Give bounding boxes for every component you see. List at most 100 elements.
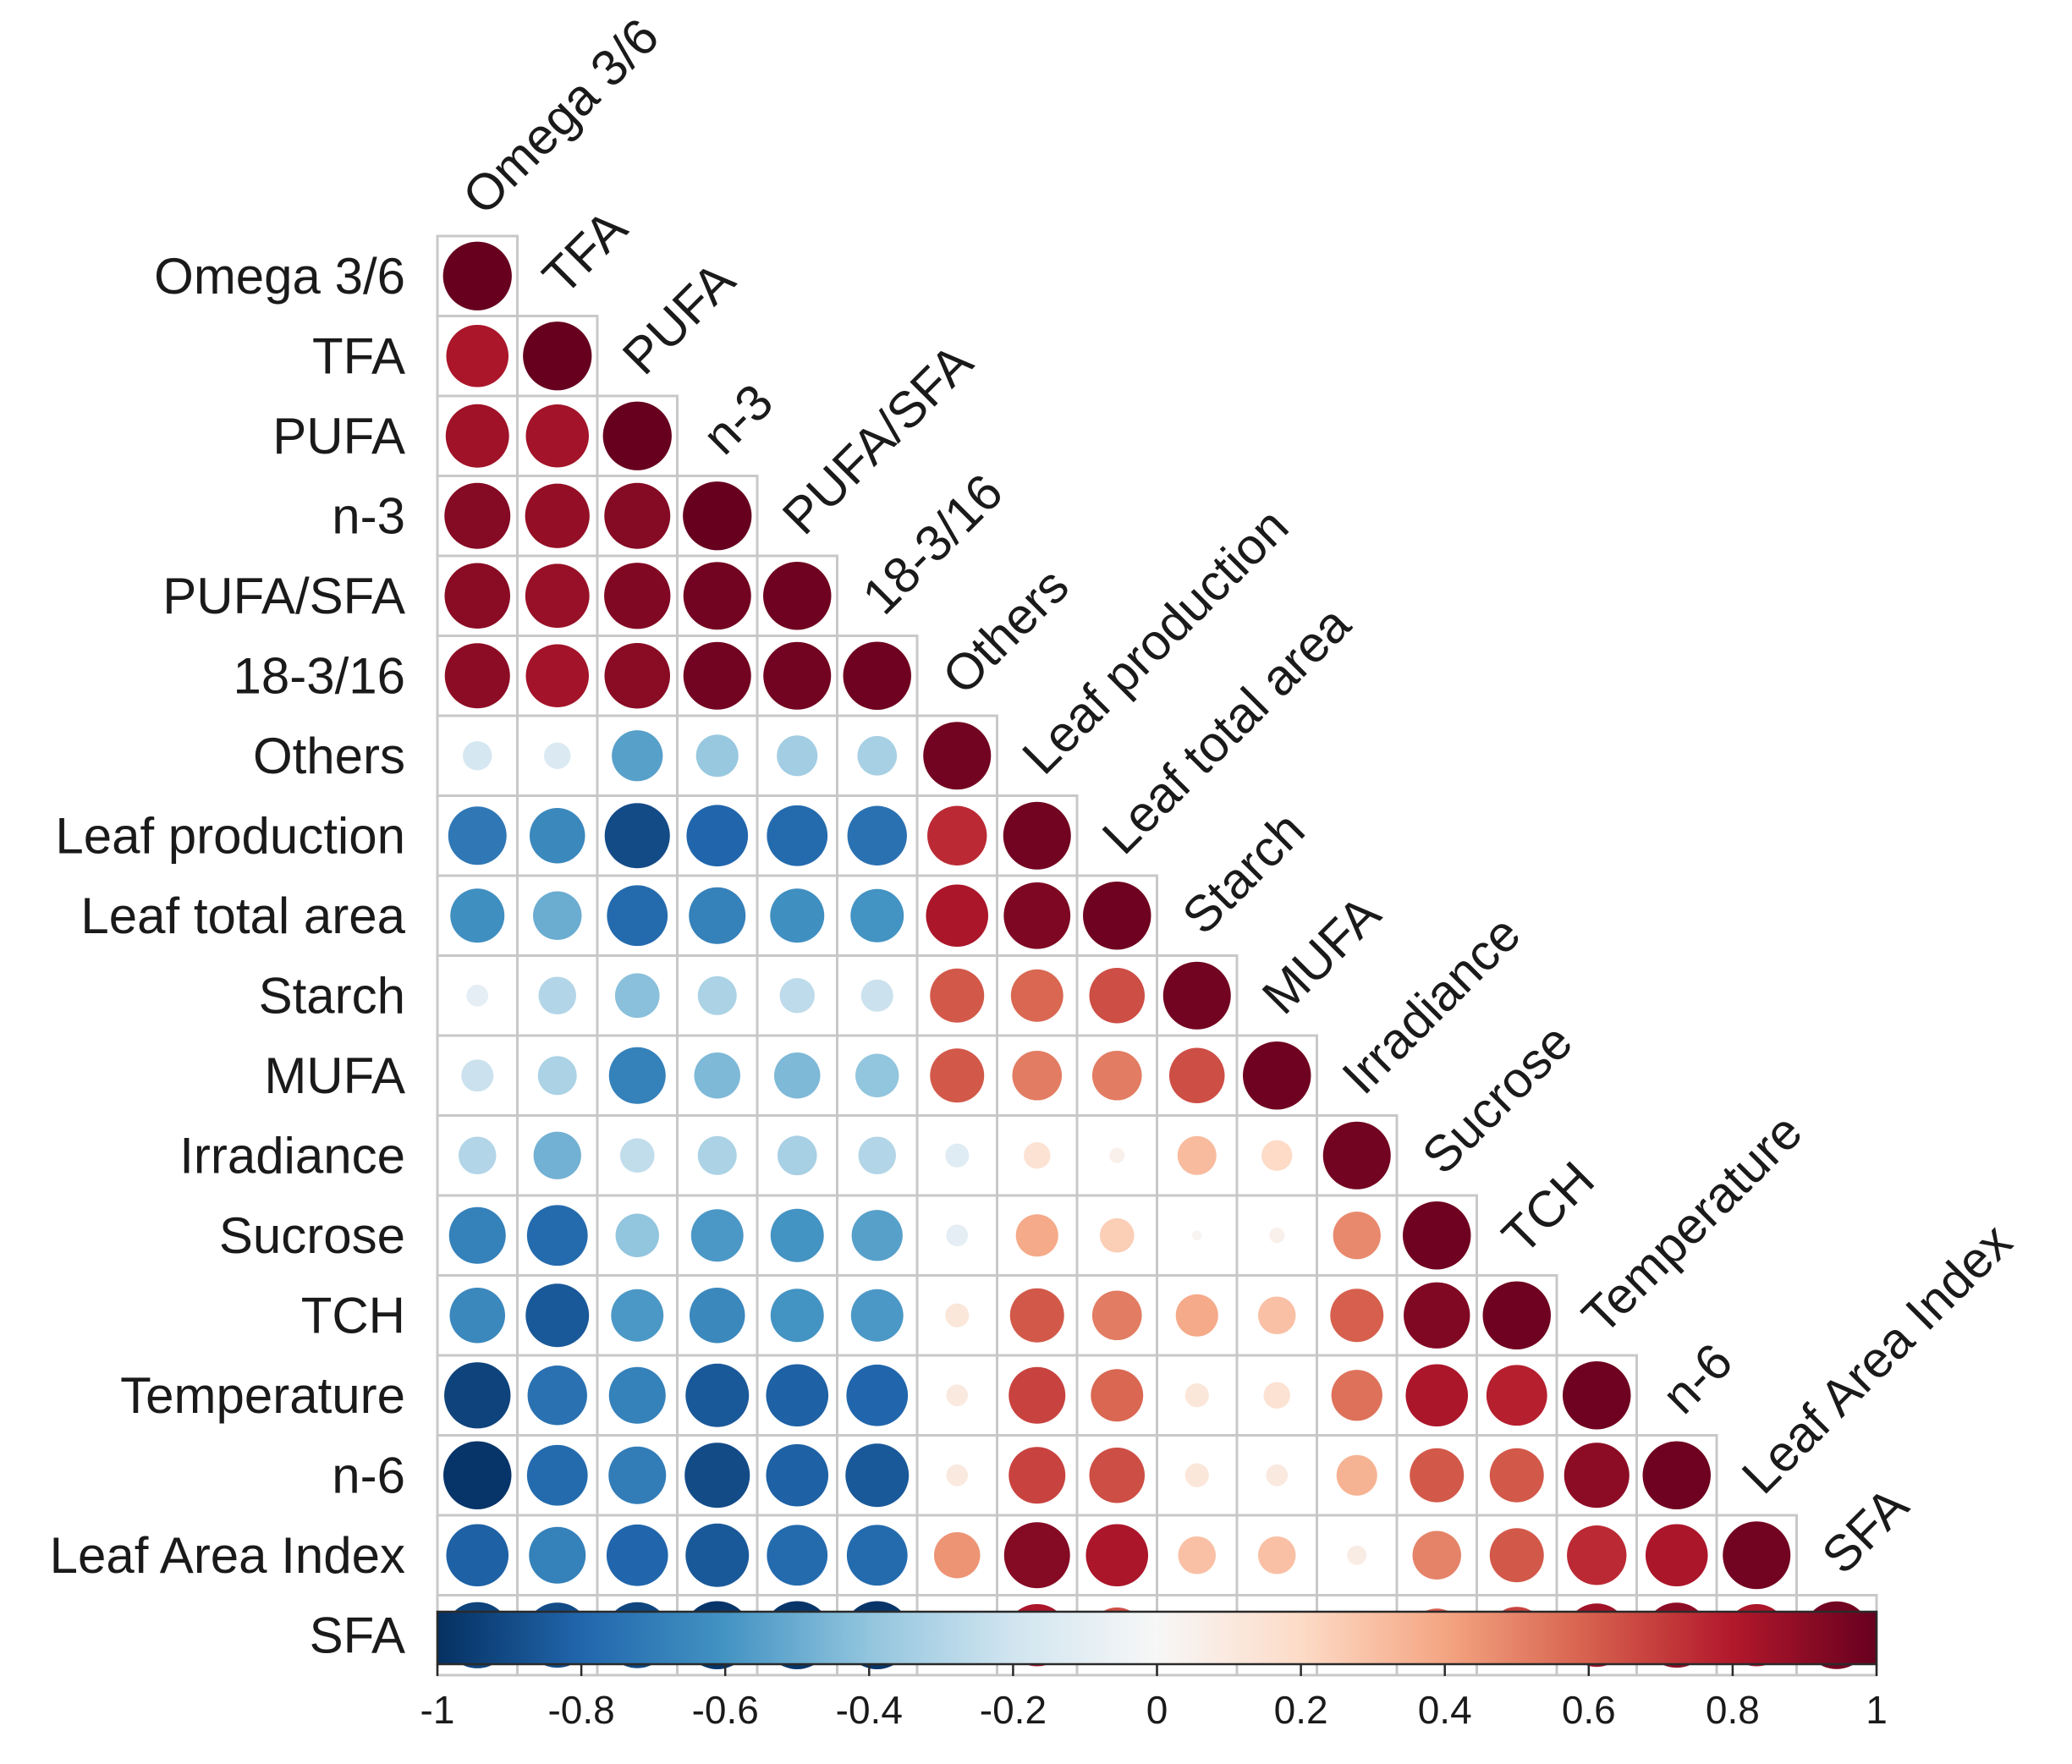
corr-starch-n-3 [697,975,737,1015]
corr-leaf-production-others [927,805,987,866]
row-label-mufa: MUFA [264,1047,405,1104]
corr-sucrose-tfa [526,1205,588,1267]
corr-pufa-tfa [525,404,589,468]
corr-n-3-tfa [525,483,590,548]
colorbar-tick-label: 1 [1866,1688,1888,1732]
corr-leaf-production-n-3 [686,805,749,867]
corr-n-6-sucrose [1410,1448,1465,1503]
corr-temperature-temperature [1563,1361,1631,1430]
corr-tch-mufa [1257,1296,1296,1335]
corr-n-6-leaf-total-area [1089,1447,1146,1503]
corr-n-6-n-6 [1642,1441,1711,1509]
corr-starch-others [930,968,985,1023]
corr-leaf-area-index-tfa [529,1526,586,1584]
corr-leaf-production-pufa-sfa [767,805,828,866]
corr-irradiance-n-3 [697,1135,737,1175]
corr-leaf-area-index-starch [1178,1536,1217,1574]
corr-tch-tch [1482,1281,1551,1349]
corr-leaf-area-index-n-6 [1645,1524,1708,1587]
corr-leaf-area-index-leaf-area-index [1723,1521,1791,1590]
corr-irradiance-18-3-16 [858,1136,897,1175]
corr-others-18-3-16 [857,735,898,776]
corr-leaf-area-index-pufa-sfa [767,1525,828,1586]
corr-temperature-n-3 [685,1363,750,1427]
corr-tch-irradiance [1330,1289,1384,1343]
row-label-n-3: n-3 [332,487,405,544]
corr-leaf-total-area-pufa-sfa [770,888,825,943]
corr-mufa-n-3 [694,1052,741,1099]
corr-sucrose-pufa [615,1213,659,1257]
corr-irradiance-mufa [1261,1140,1293,1171]
row-label-sucrose: Sucrose [219,1207,405,1264]
corr-leaf-production-tfa [529,807,585,864]
corr-leaf-production-18-3-16 [847,805,907,866]
col-label-omega-3-6: Omega 3/6 [452,8,669,225]
row-label-18-3-16: 18-3/16 [234,647,406,704]
corr-pufa-sfa-tfa [525,563,590,629]
row-label-leaf-area-index: Leaf Area Index [50,1527,405,1584]
colorbar-tick-label: -0.2 [980,1688,1047,1732]
corr-starch-18-3-16 [860,979,893,1012]
corr-n-6-tfa [526,1444,588,1506]
corr-others-others [923,722,992,790]
colorbar-tick-label: -1 [420,1688,455,1732]
corr-sucrose-irradiance [1333,1212,1381,1260]
colorbar: -1 -0.8 -0.6 -0.4 -0.2 0 0.2 0.4 0.6 0.8 1 [420,1610,1888,1732]
corr-tch-pufa-sfa [770,1289,824,1343]
corr-n-6-mufa [1266,1464,1289,1486]
corr-mufa-18-3-16 [855,1053,899,1097]
corr-temperature-18-3-16 [846,1364,909,1426]
corr-pufa-omega-3-6 [445,404,509,468]
corr-temperature-others [946,1384,969,1407]
colorbar-tick-label: 0.8 [1706,1688,1760,1732]
corr-tch-starch [1175,1294,1218,1337]
corr-leaf-area-index-n-3 [685,1523,750,1587]
colorbar-ticks: -1 -0.8 -0.6 -0.4 -0.2 0 0.2 0.4 0.6 0.8 1 [420,1664,1888,1732]
corr-leaf-area-index-others [933,1531,981,1579]
corr-leaf-area-index-leaf-total-area [1085,1524,1149,1587]
row-label-omega-3-6: Omega 3/6 [154,248,405,305]
corr-starch-pufa-sfa [779,978,815,1014]
corr-sucrose-omega-3-6 [448,1206,506,1264]
corr-leaf-area-index-omega-3-6 [446,1524,509,1587]
corr-starch-omega-3-6 [466,984,489,1007]
row-label-pufa-sfa: PUFA/SFA [162,568,405,624]
corr-leaf-area-index-irradiance [1347,1545,1367,1565]
corr-others-pufa-sfa [777,735,818,777]
corr-tch-tfa [525,1283,590,1348]
corr-tch-pufa [611,1289,664,1342]
corr-starch-pufa [614,973,660,1019]
col-label-tfa: TFA [532,200,638,305]
corr-tch-n-3 [689,1287,745,1344]
matrix-cell [1235,1114,1318,1197]
corr-omega-3-6-omega-3-6 [442,241,512,310]
row-label-sfa: SFA [310,1607,405,1663]
corr-leaf-total-area-leaf-production [1003,882,1071,949]
row-label-others: Others [253,728,405,784]
corr-n-6-pufa-sfa [766,1443,829,1507]
corr-tch-leaf-total-area [1091,1290,1142,1341]
corr-tch-18-3-16 [850,1289,904,1342]
corr-n-3-n-3 [683,481,752,551]
corr-temperature-pufa-sfa [766,1364,829,1427]
corr-leaf-area-index-pufa [606,1524,668,1586]
col-label-18-3-16: 18-3/16 [852,463,1014,624]
corr-others-pufa [612,730,663,782]
row-label-leaf-total-area: Leaf total area [80,887,405,944]
corr-leaf-production-omega-3-6 [448,806,507,866]
corr-n-6-omega-3-6 [443,1441,512,1509]
col-label-temperature: Temperature [1571,1103,1813,1345]
corr-18-3-16-pufa-sfa [763,641,832,710]
corr-leaf-total-area-others [926,884,989,948]
colorbar-tick-label: 0.2 [1274,1688,1328,1732]
corr-mufa-leaf-total-area [1091,1050,1142,1101]
corr-leaf-area-index-leaf-production [1003,1522,1070,1589]
corr-temperature-starch [1184,1383,1209,1408]
corr-others-n-3 [695,734,739,778]
corr-leaf-area-index-sucrose [1412,1530,1461,1580]
corr-irradiance-omega-3-6 [458,1136,497,1175]
colorbar-tick-label: -0.4 [836,1688,903,1732]
corr-sucrose-others [946,1224,969,1247]
colorbar-gradient [437,1612,1877,1664]
corr-n-6-irradiance [1336,1454,1377,1496]
